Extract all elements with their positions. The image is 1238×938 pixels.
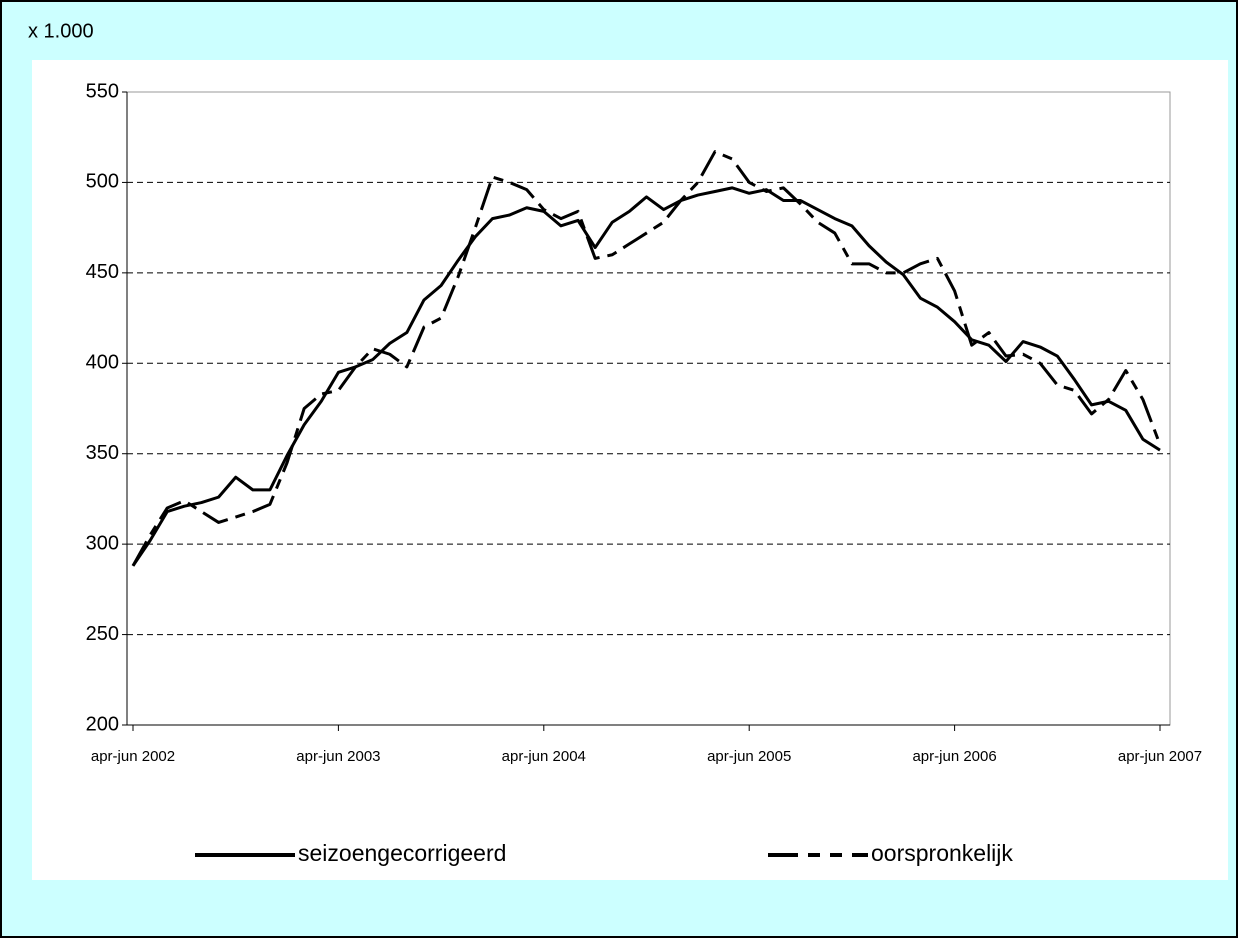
- y-tick-label: 550: [86, 80, 119, 102]
- unit-label: x 1.000: [28, 20, 94, 42]
- y-tick-label: 200: [86, 713, 119, 735]
- x-tick-label: apr-jun 2007: [1118, 748, 1202, 765]
- legend-label: seizoengecorrigeerd: [298, 840, 506, 866]
- x-tick-label: apr-jun 2002: [91, 748, 175, 765]
- x-tick-label: apr-jun 2006: [912, 748, 996, 765]
- x-tick-label: apr-jun 2003: [296, 748, 380, 765]
- y-tick-label: 450: [86, 261, 119, 283]
- y-tick-label: 250: [86, 623, 119, 645]
- series-line: [131, 150, 1162, 567]
- y-tick-label: 350: [86, 442, 119, 464]
- series-line: [131, 186, 1161, 567]
- plot-panel: [32, 60, 1228, 880]
- legend-label: oorspronkelijk: [871, 840, 1013, 866]
- x-tick-label: apr-jun 2005: [707, 748, 791, 765]
- y-tick-label: 500: [86, 171, 119, 193]
- x-tick-label: apr-jun 2004: [502, 748, 586, 765]
- y-tick-label: 300: [86, 532, 119, 554]
- y-tick-label: 400: [86, 352, 119, 374]
